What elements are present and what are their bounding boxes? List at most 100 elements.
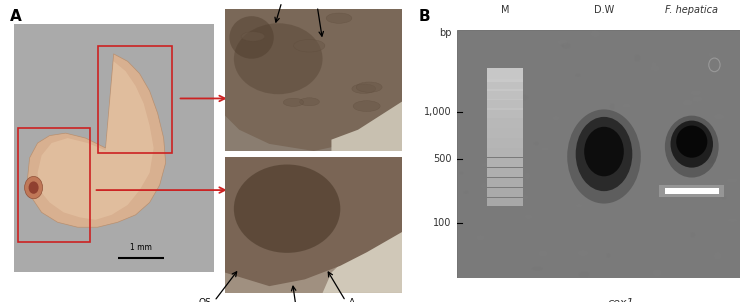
Ellipse shape [300, 98, 319, 106]
Ellipse shape [610, 104, 615, 110]
Bar [486, 108, 523, 118]
Bar [486, 99, 523, 110]
Ellipse shape [634, 54, 640, 62]
Bar [665, 188, 719, 194]
Ellipse shape [353, 101, 380, 111]
Ellipse shape [690, 164, 701, 169]
Polygon shape [331, 101, 402, 151]
Ellipse shape [513, 141, 519, 147]
Bar [486, 89, 523, 100]
Ellipse shape [575, 74, 581, 77]
Ellipse shape [525, 173, 530, 180]
Ellipse shape [676, 126, 707, 158]
Circle shape [29, 182, 39, 194]
Ellipse shape [558, 40, 568, 45]
Bar [486, 128, 523, 138]
Ellipse shape [714, 114, 724, 119]
Ellipse shape [578, 250, 588, 256]
Ellipse shape [482, 163, 492, 167]
Bar [486, 188, 523, 197]
Text: bp: bp [439, 28, 451, 38]
Ellipse shape [597, 128, 608, 134]
Polygon shape [28, 54, 165, 227]
Bar [486, 158, 523, 167]
Bar [486, 68, 523, 82]
Ellipse shape [519, 195, 528, 199]
Ellipse shape [707, 157, 714, 164]
Ellipse shape [326, 13, 352, 23]
Text: D.W: D.W [594, 5, 614, 15]
Ellipse shape [608, 150, 613, 154]
Text: F. hepatica: F. hepatica [665, 5, 718, 15]
Ellipse shape [683, 100, 692, 105]
Polygon shape [322, 218, 402, 293]
Ellipse shape [352, 84, 376, 94]
Text: A: A [10, 9, 22, 24]
Ellipse shape [241, 32, 265, 41]
Ellipse shape [670, 120, 713, 168]
Ellipse shape [622, 104, 630, 108]
Ellipse shape [665, 116, 719, 178]
Ellipse shape [650, 65, 660, 71]
Bar [486, 138, 523, 148]
Ellipse shape [562, 43, 571, 49]
Ellipse shape [525, 215, 532, 219]
Text: M: M [501, 5, 509, 15]
Polygon shape [225, 9, 402, 151]
Bar [486, 148, 523, 157]
Ellipse shape [561, 43, 564, 47]
Ellipse shape [714, 252, 722, 259]
Bar [17, 128, 90, 242]
Ellipse shape [728, 218, 737, 222]
Bar [486, 168, 523, 177]
Ellipse shape [283, 98, 304, 106]
Ellipse shape [541, 148, 549, 150]
Ellipse shape [576, 204, 582, 207]
Ellipse shape [584, 127, 624, 176]
Text: 1 mm: 1 mm [130, 243, 152, 252]
Ellipse shape [234, 23, 322, 94]
Bar [486, 178, 523, 187]
Ellipse shape [602, 170, 608, 174]
Ellipse shape [686, 139, 691, 142]
Ellipse shape [575, 117, 633, 191]
Ellipse shape [455, 30, 460, 35]
Ellipse shape [464, 191, 469, 194]
Ellipse shape [684, 188, 688, 194]
Text: A: A [349, 298, 356, 302]
Ellipse shape [489, 188, 493, 191]
Ellipse shape [690, 232, 695, 238]
Ellipse shape [691, 91, 701, 95]
Polygon shape [38, 61, 154, 220]
Bar [486, 79, 523, 91]
Ellipse shape [727, 178, 738, 183]
Ellipse shape [459, 172, 464, 174]
Polygon shape [225, 157, 402, 286]
Ellipse shape [294, 40, 325, 52]
Text: cox1: cox1 [608, 298, 634, 302]
Circle shape [25, 176, 42, 199]
Ellipse shape [606, 156, 610, 160]
Text: 100: 100 [433, 218, 451, 228]
Text: 500: 500 [433, 154, 451, 164]
Ellipse shape [230, 161, 362, 267]
Ellipse shape [567, 109, 641, 204]
Ellipse shape [539, 251, 547, 256]
Ellipse shape [720, 196, 727, 199]
Text: B: B [419, 9, 430, 24]
Bar [486, 198, 523, 206]
Ellipse shape [692, 97, 702, 101]
Ellipse shape [230, 16, 274, 59]
Ellipse shape [481, 183, 486, 189]
Ellipse shape [652, 62, 656, 68]
Ellipse shape [591, 31, 599, 37]
Ellipse shape [520, 95, 528, 100]
Bar [97, 47, 171, 153]
Ellipse shape [356, 82, 382, 92]
Bar [659, 185, 724, 198]
Text: OS: OS [198, 298, 211, 302]
Ellipse shape [606, 253, 611, 258]
Bar [486, 118, 523, 128]
Ellipse shape [653, 269, 661, 276]
Ellipse shape [476, 235, 485, 240]
